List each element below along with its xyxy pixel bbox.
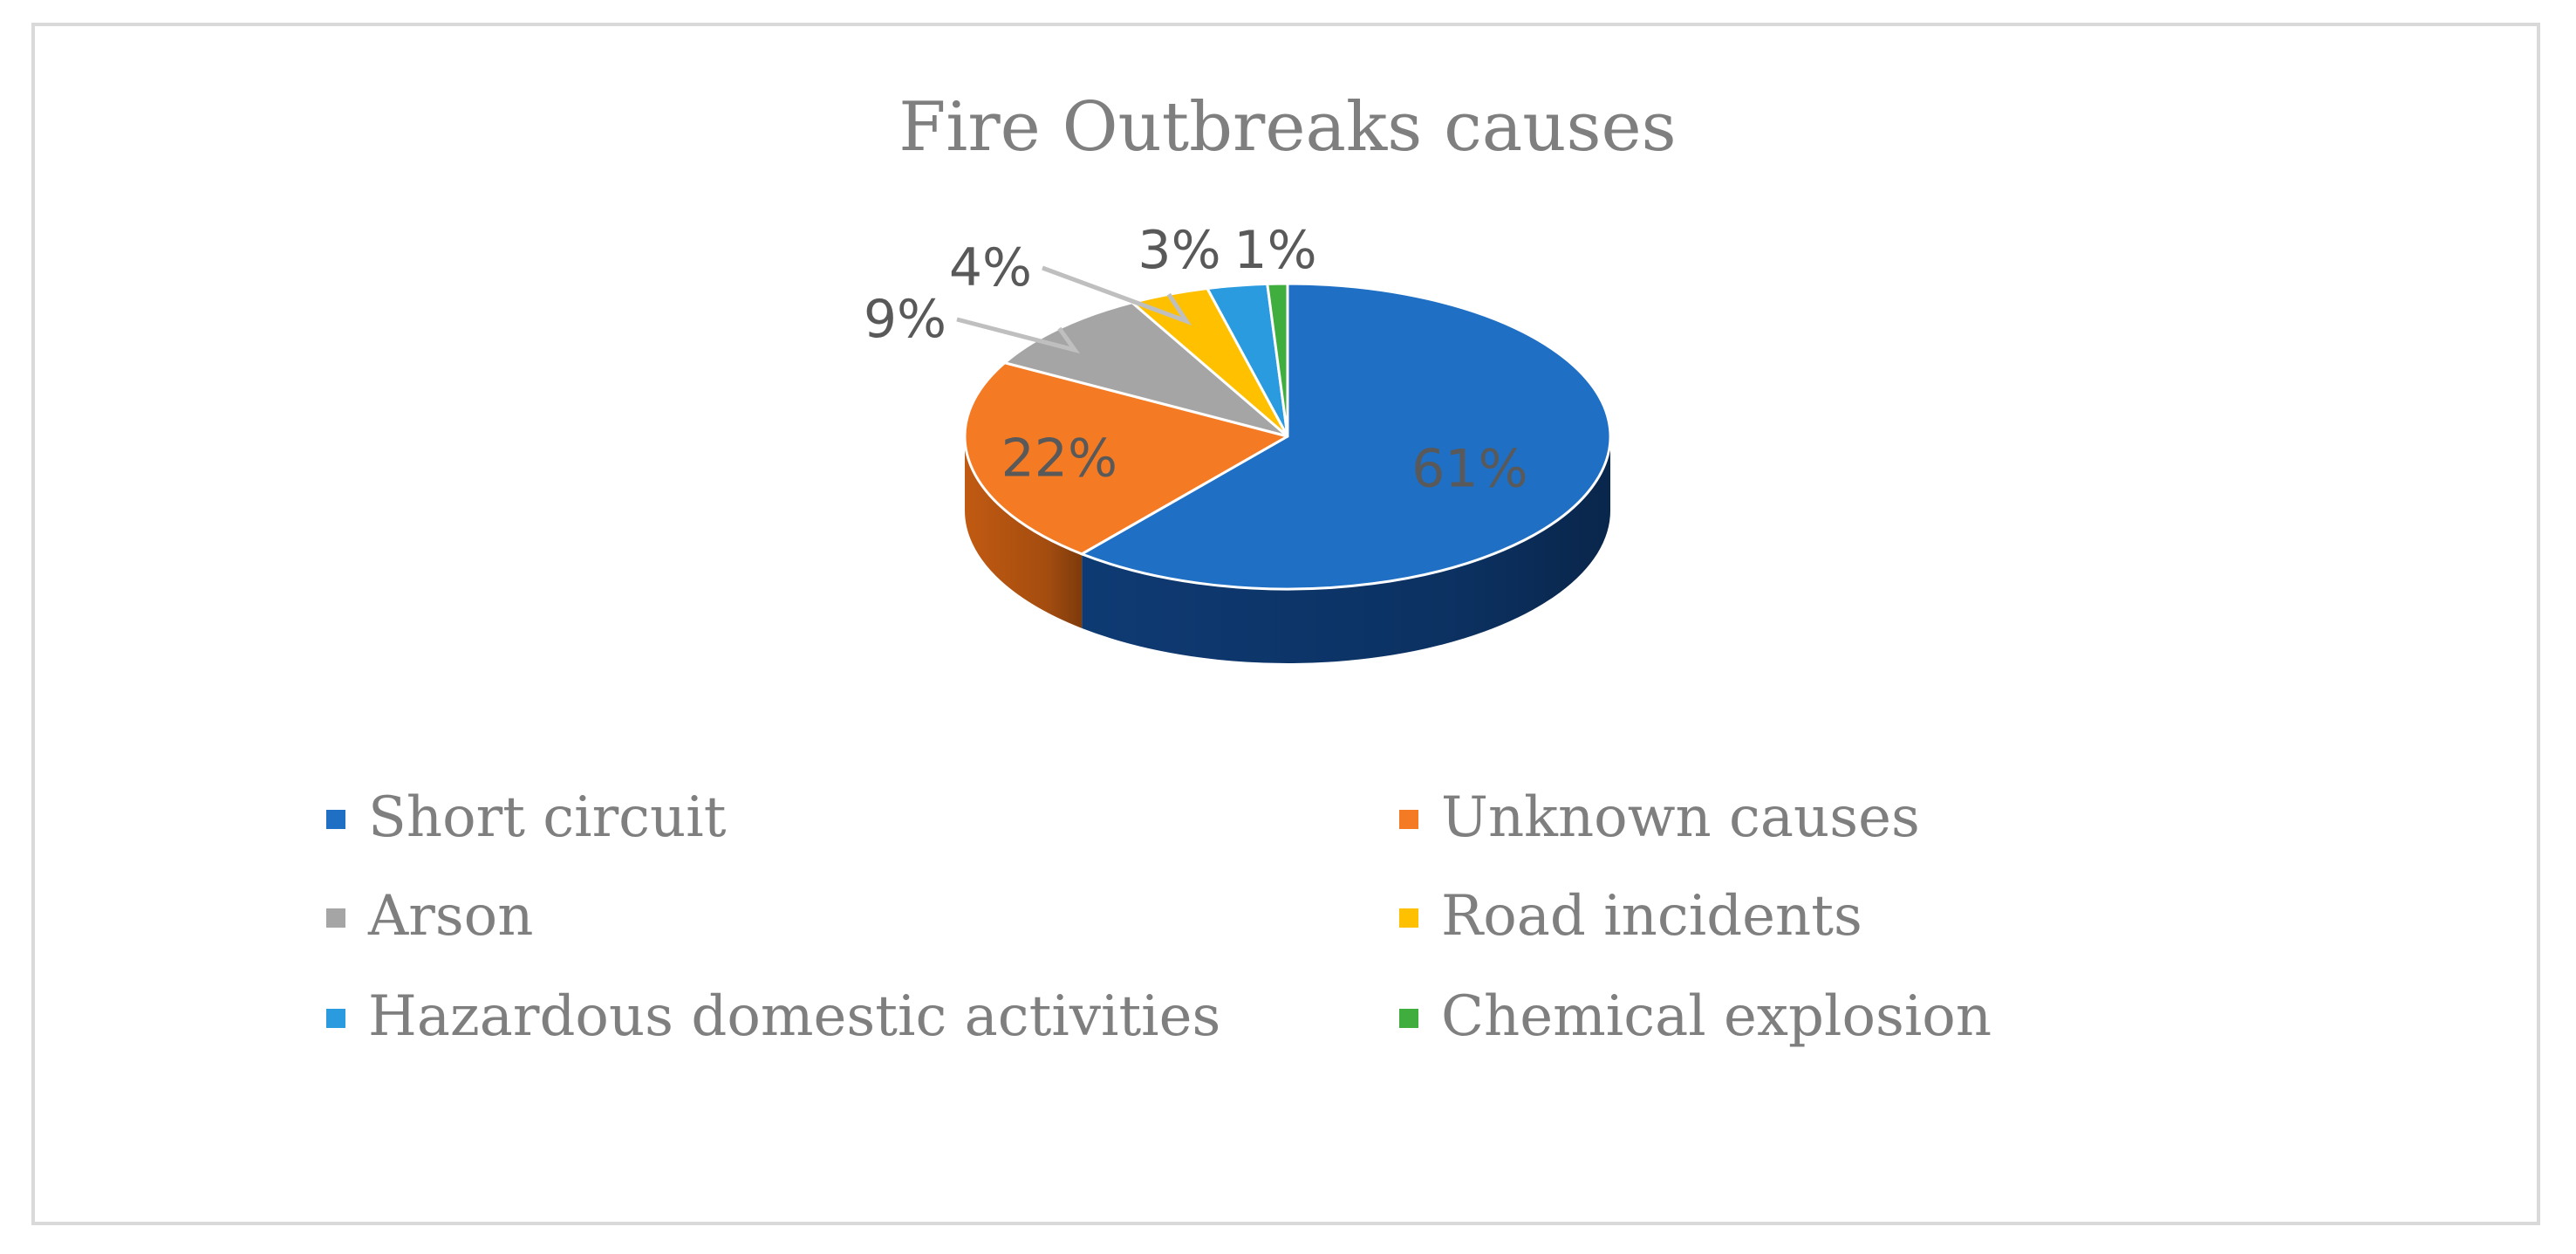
- leader-lines: [956, 265, 1192, 354]
- legend-label-unknown-causes: Unknown causes: [1441, 785, 1920, 850]
- chart-title: Fire Outbreaks causes: [899, 88, 1676, 167]
- legend-swatch-road-incidents: [1399, 908, 1418, 928]
- pie-slices: [963, 282, 1612, 591]
- data-label-hazardous-domestic-activities: 3%: [1138, 220, 1220, 281]
- legend-label-road-incidents: Road incidents: [1441, 884, 1862, 949]
- leader-line-road-incidents: [1042, 265, 1192, 325]
- legend-label-short-circuit: Short circuit: [368, 785, 727, 850]
- data-label-chemical-explosion: 1%: [1233, 220, 1316, 281]
- data-labels: 61% 22% 9%4% 3% 1%: [864, 220, 1528, 500]
- data-label-arson: 9%: [864, 289, 946, 350]
- legend-label-hazardous-domestic-activities: Hazardous domestic activities: [368, 984, 1220, 1049]
- pie-side-unknown-causes-shade: [965, 436, 1083, 628]
- legend-swatch-short-circuit: [326, 810, 345, 829]
- legend-swatch-arson: [326, 908, 345, 928]
- data-label-unknown-causes: 22%: [1001, 428, 1117, 490]
- pie-slice-chemical-explosion: [1266, 282, 1289, 438]
- pie-slice-short-circuit: [1080, 282, 1612, 591]
- data-label-short-circuit: 61%: [1411, 439, 1527, 500]
- legend-swatch-hazardous-domestic-activities: [326, 1009, 345, 1028]
- pie-side-short-circuit-shade: [1082, 436, 1610, 663]
- leader-line-arson: [956, 317, 1081, 354]
- pie-slice-unknown-causes: [963, 361, 1289, 556]
- legend: Short circuit Unknown causes Arson Road inc…: [326, 785, 1992, 1049]
- legend-label-chemical-explosion: Chemical explosion: [1441, 984, 1992, 1049]
- pie-sides: [965, 436, 1610, 663]
- data-label-road-incidents: 4%: [949, 237, 1032, 298]
- legend-swatch-unknown-causes: [1399, 810, 1418, 829]
- legend-swatch-chemical-explosion: [1399, 1009, 1418, 1028]
- legend-label-arson: Arson: [367, 884, 533, 949]
